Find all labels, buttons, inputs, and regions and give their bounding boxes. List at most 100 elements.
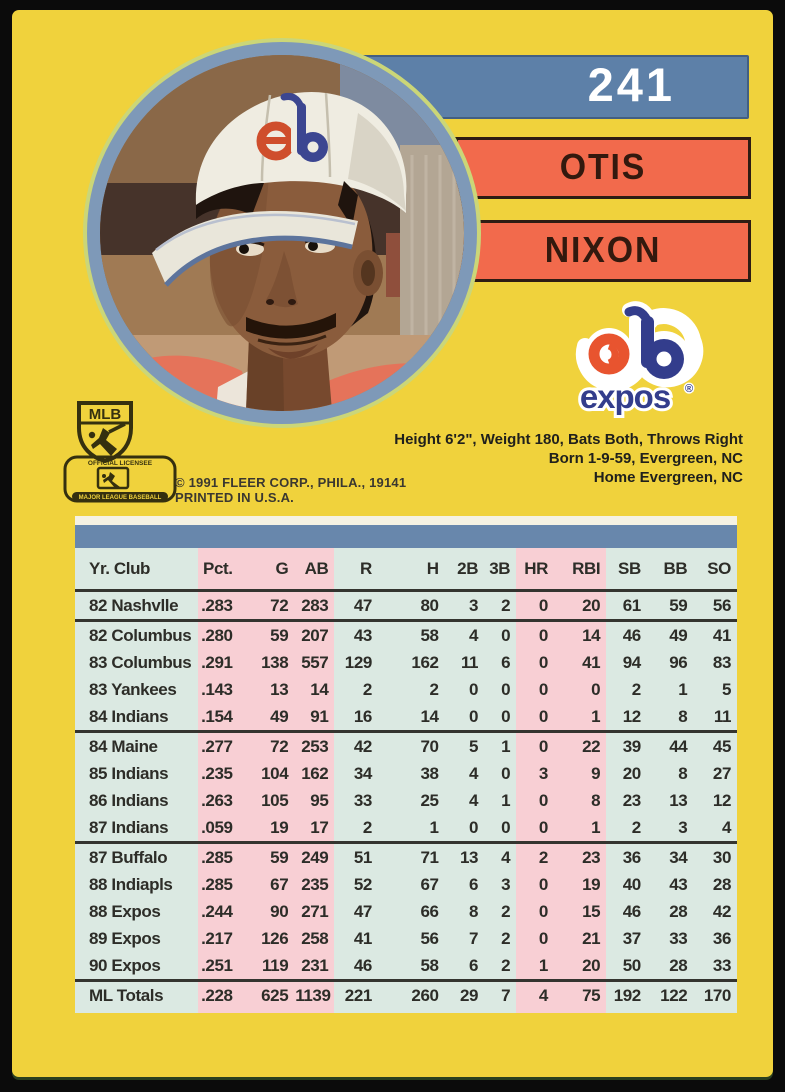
- stat-cell: 14: [377, 703, 445, 732]
- stat-cell: 13: [646, 787, 694, 814]
- stat-cell: 260: [377, 979, 445, 1009]
- stats-top-strip: [75, 516, 737, 525]
- stat-cell: 2: [606, 676, 647, 703]
- column-header: RBI: [553, 548, 607, 592]
- first-name-bar: OTIS: [455, 137, 751, 199]
- stat-cell: 5: [693, 676, 737, 703]
- filler-cell: [294, 1009, 335, 1013]
- stat-cell: 29: [444, 979, 485, 1009]
- first-name: OTIS: [559, 146, 647, 187]
- stat-cell: 66: [377, 898, 445, 925]
- stat-cell: 50: [606, 952, 647, 981]
- stat-cell: 47: [334, 898, 378, 925]
- stat-cell: 0: [484, 676, 517, 703]
- stat-cell: 3: [444, 590, 485, 621]
- stat-cell: 5: [444, 730, 485, 760]
- stat-cell: 1: [646, 676, 694, 703]
- stat-cell: 89 Expos: [75, 925, 198, 952]
- stat-cell: 0: [516, 619, 554, 649]
- stat-cell: 36: [693, 925, 737, 952]
- stat-row: 82 Nashvlle .283 72 283 47 80 3 2 0 20 61 59 56: [75, 590, 737, 621]
- copyright-block: © 1991 FLEER CORP., PHILA., 19141 PRINTE…: [175, 475, 406, 505]
- stat-cell: 2: [484, 925, 517, 952]
- stat-cell: 1: [553, 703, 607, 732]
- stat-cell: 0: [516, 814, 554, 843]
- stat-cell: 3: [646, 814, 694, 843]
- stat-cell: 87 Buffalo: [75, 841, 198, 871]
- stat-cell: 96: [646, 649, 694, 676]
- stat-row: 82 Columbus .280 59 207 43 58 4 0 0 14 46 49 41: [75, 619, 737, 649]
- filler-cell: [484, 1009, 517, 1013]
- stat-cell: 4: [484, 841, 517, 871]
- stat-cell: 2: [484, 952, 517, 981]
- stat-cell: 13: [444, 841, 485, 871]
- stat-cell: .154: [197, 703, 239, 732]
- stat-cell: 253: [294, 730, 335, 760]
- column-header: SO: [693, 548, 737, 592]
- stat-cell: 1139: [294, 979, 335, 1009]
- stat-cell: 42: [334, 730, 378, 760]
- stat-cell: 7: [444, 925, 485, 952]
- stat-cell: 2: [606, 814, 647, 843]
- stat-cell: 71: [377, 841, 445, 871]
- filler-cell: [516, 1009, 554, 1013]
- column-header: SB: [606, 548, 647, 592]
- card-number: 241: [587, 58, 675, 111]
- stat-cell: 41: [693, 619, 737, 649]
- stat-cell: 70: [377, 730, 445, 760]
- stats-blue-band: [75, 525, 737, 548]
- filler-cell: [693, 1009, 737, 1013]
- bio-line-1: Height 6'2", Weight 180, Bats Both, Thro…: [394, 431, 743, 448]
- stat-cell: .251: [197, 952, 239, 981]
- stat-cell: 88 Expos: [75, 898, 198, 925]
- stat-cell: 83 Columbus: [75, 649, 198, 676]
- stat-cell: .285: [197, 841, 239, 871]
- stat-cell: 61: [606, 590, 647, 621]
- mlb-shield-text: MLB: [89, 406, 122, 423]
- stat-cell: 11: [693, 703, 737, 732]
- stat-cell: 3: [516, 760, 554, 787]
- stat-cell: 162: [377, 649, 445, 676]
- stat-cell: 0: [516, 730, 554, 760]
- stat-cell: 67: [238, 871, 295, 898]
- stat-cell: 21: [553, 925, 607, 952]
- stat-cell: 4: [444, 619, 485, 649]
- stat-cell: 20: [553, 590, 607, 621]
- stat-cell: 46: [334, 952, 378, 981]
- stat-cell: 82 Columbus: [75, 619, 198, 649]
- stat-cell: 49: [646, 619, 694, 649]
- stat-cell: .283: [197, 590, 239, 621]
- stat-cell: 271: [294, 898, 335, 925]
- copyright-line-2: PRINTED IN U.S.A.: [175, 490, 294, 505]
- stat-cell: 28: [693, 871, 737, 898]
- expos-logo-glyph: [575, 301, 704, 392]
- filler-cell: [197, 1009, 239, 1013]
- stat-cell: 2: [334, 814, 378, 843]
- column-header: 3B: [484, 548, 517, 592]
- stat-cell: 39: [606, 730, 647, 760]
- copyright-line-1: © 1991 FLEER CORP., PHILA., 19141: [175, 475, 407, 490]
- stat-cell: 41: [553, 649, 607, 676]
- stat-cell: 22: [553, 730, 607, 760]
- stat-cell: 12: [606, 703, 647, 732]
- stat-cell: 14: [294, 676, 335, 703]
- stat-row: 90 Expos .251 119 231 46 58 6 2 1 20 50 28 33: [75, 952, 737, 981]
- stat-cell: 8: [646, 703, 694, 732]
- stat-cell: 19: [238, 814, 295, 843]
- registered-mark: ®: [685, 383, 693, 395]
- stat-cell: 0: [516, 898, 554, 925]
- filler-cell: [444, 1009, 485, 1013]
- column-header: 2B: [444, 548, 485, 592]
- stat-cell: 87 Indians: [75, 814, 198, 843]
- stat-cell: 7: [484, 979, 517, 1009]
- stat-cell: 43: [334, 619, 378, 649]
- stat-cell: 2: [516, 841, 554, 871]
- mlb-shield-icon: MLB: [77, 401, 133, 464]
- stat-cell: 0: [516, 590, 554, 621]
- stat-cell: 86 Indians: [75, 787, 198, 814]
- stat-cell: 37: [606, 925, 647, 952]
- stat-cell: 0: [444, 676, 485, 703]
- column-header: R: [334, 548, 378, 592]
- stat-cell: 231: [294, 952, 335, 981]
